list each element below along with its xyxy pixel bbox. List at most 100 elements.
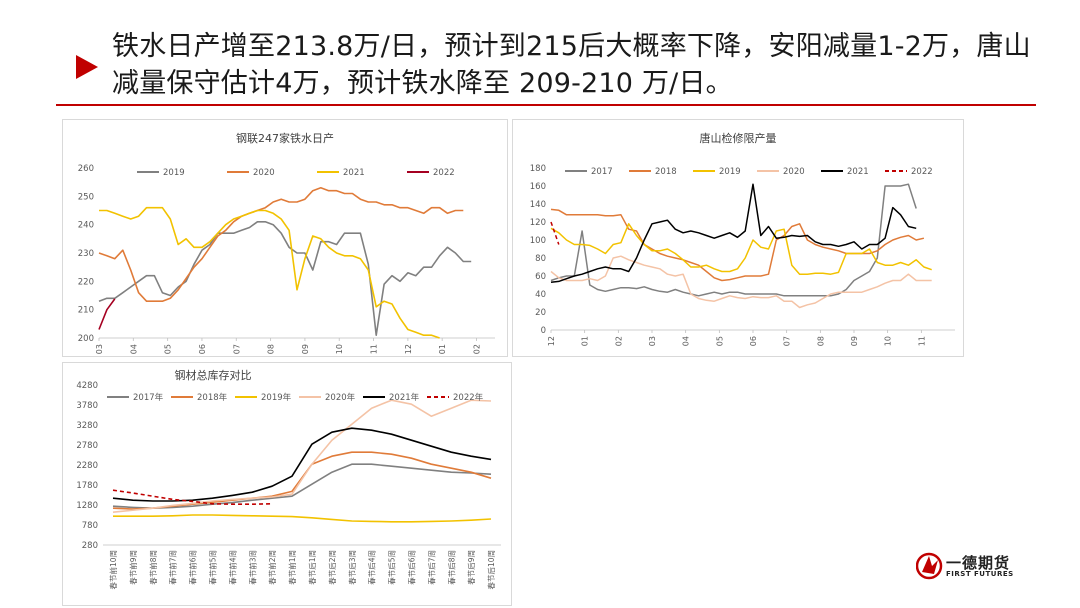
legend-label: 2021 [847, 167, 869, 177]
y-tick-label: 120 [530, 218, 546, 228]
x-tick-label: 04 [129, 344, 138, 354]
series-line-2022 [550, 221, 560, 245]
y-tick-label: 2780 [76, 441, 98, 451]
x-tick-label: 春节前9周 [128, 550, 138, 585]
x-tick-label: 春节前6周 [188, 550, 198, 585]
legend-label: 2017年 [133, 392, 164, 403]
y-tick-label: 0 [541, 326, 546, 336]
chart-title: 钢材总库存对比 [175, 368, 252, 382]
x-tick-label: 07 [783, 336, 792, 346]
y-tick-label: 20 [535, 308, 546, 318]
x-tick-label: 春节后9周 [466, 550, 476, 585]
y-tick-label: 280 [82, 541, 98, 551]
y-tick-label: 40 [535, 290, 546, 300]
x-tick-label: 08 [816, 336, 825, 346]
x-tick-label: 春节后2周 [327, 550, 337, 585]
y-tick-label: 780 [82, 521, 98, 531]
legend-label: 2019 [719, 167, 741, 177]
y-tick-label: 200 [78, 334, 94, 344]
legend-label: 2020 [783, 167, 805, 177]
y-tick-label: 240 [78, 221, 94, 231]
x-tick-label: 春节后6周 [406, 550, 416, 585]
x-tick-label: 春节后4周 [367, 550, 377, 585]
x-tick-label: 10 [884, 336, 893, 346]
x-tick-label: 春节前10周 [108, 550, 118, 590]
chart-tangshan-svg: 唐山检修限产量 0 20 40 60 80 100 120 140 160 180 12 01 02 03 0… [530, 131, 955, 346]
x-tick-label: 01 [438, 344, 447, 354]
x-tick-label: 07 [232, 344, 241, 354]
legend-label: 2019 [163, 168, 185, 178]
x-tick-label: 10 [335, 344, 344, 354]
legend-label: 2020 [253, 168, 275, 178]
x-tick-label: 春节后1周 [307, 550, 317, 585]
legend-label: 2022 [911, 167, 933, 177]
x-tick-label: 春节前8周 [148, 550, 158, 585]
company-logo: 一德期货 FIRST FUTURES [916, 548, 1036, 584]
x-tick-label: 02 [473, 344, 482, 354]
chart-title: 钢联247家铁水日产 [236, 131, 334, 145]
slide-title: 铁水日产增至213.8万/日，预计到215后大概率下降，安阳减量1-2万，唐山减… [112, 31, 1031, 99]
title-divider [56, 104, 1036, 106]
y-tick-label: 140 [530, 200, 546, 210]
logo-name-en: FIRST FUTURES [946, 570, 1014, 578]
y-tick-label: 250 [78, 192, 94, 202]
series-line-2020 [98, 187, 464, 302]
x-tick-label: 06 [749, 336, 758, 346]
series-line-2017年 [112, 463, 492, 509]
chart-panel-steel-inventory: 钢材总库存对比 280 780 1280 1780 2280 2780 3280 3780 428… [62, 362, 512, 606]
series-line-2020年 [112, 399, 492, 513]
legend-label: 2021年 [389, 392, 420, 403]
y-tick-label: 1280 [76, 501, 98, 511]
x-tick-label: 05 [164, 344, 173, 354]
x-tick-label: 01 [581, 336, 590, 346]
legend-label: 2019年 [261, 392, 292, 403]
x-tick-label: 春节前1周 [287, 550, 297, 585]
title-marker [76, 55, 98, 79]
legend-label: 2020年 [325, 392, 356, 403]
legend-label: 2021 [343, 168, 365, 178]
y-tick-label: 160 [530, 182, 546, 192]
x-tick-label: 春节前3周 [247, 550, 257, 585]
y-tick-label: 1780 [76, 481, 98, 491]
x-tick-label: 09 [850, 336, 859, 346]
x-tick-label: 春节后10周 [486, 550, 496, 590]
y-tick-label: 80 [535, 254, 546, 264]
legend-label: 2017 [591, 167, 613, 177]
series-line-2021年 [112, 427, 492, 502]
series-line-2019 [550, 223, 932, 275]
y-tick-label: 3280 [76, 421, 98, 431]
x-tick-label: 12 [547, 336, 556, 346]
legend-label: 2018 [655, 167, 677, 177]
x-tick-label: 春节后8周 [446, 550, 456, 585]
series-line-2022年 [112, 489, 273, 505]
x-tick-label: 06 [198, 344, 207, 354]
series-line-2022 [98, 298, 116, 330]
series-line-2019年 [113, 514, 492, 523]
x-tick-label: 春节前7周 [168, 550, 178, 585]
x-tick-label: 02 [614, 336, 623, 346]
logo-name-cn: 一德期货 [946, 554, 1011, 572]
chart-panel-tangshan: 唐山检修限产量 0 20 40 60 80 100 120 140 160 180 12 01 02 03 0… [512, 119, 964, 357]
logo-mark-icon [916, 552, 943, 580]
chart-panel-hot-metal: 钢联247家铁水日产 200 210 220 230 240 250 260 03 04 05 06 0… [62, 119, 508, 357]
y-tick-label: 180 [530, 164, 546, 174]
x-tick-label: 11 [370, 344, 379, 354]
series-line-2020 [550, 255, 932, 309]
y-tick-label: 100 [530, 236, 546, 246]
chart-steel-inventory-svg: 钢材总库存对比 280 780 1280 1780 2280 2780 3280 3780 428… [76, 368, 501, 590]
x-tick-label: 05 [715, 336, 724, 346]
series-line-2021 [99, 206, 440, 339]
chart-hot-metal-svg: 钢联247家铁水日产 200 210 220 230 240 250 260 03 04 05 06 0… [78, 131, 495, 354]
x-tick-label: 春节后3周 [347, 550, 357, 585]
y-tick-label: 3780 [76, 401, 98, 411]
x-tick-label: 12 [404, 344, 413, 354]
x-tick-label: 春节前4周 [227, 550, 237, 585]
x-tick-label: 09 [301, 344, 310, 354]
series-line-2017 [550, 183, 917, 297]
x-tick-label: 04 [682, 336, 691, 346]
legend-label: 2022年 [453, 392, 484, 403]
legend-label: 2022 [433, 168, 455, 178]
series-line-2021 [550, 183, 917, 284]
y-tick-label: 230 [78, 249, 94, 259]
x-tick-label: 春节后5周 [387, 550, 397, 585]
